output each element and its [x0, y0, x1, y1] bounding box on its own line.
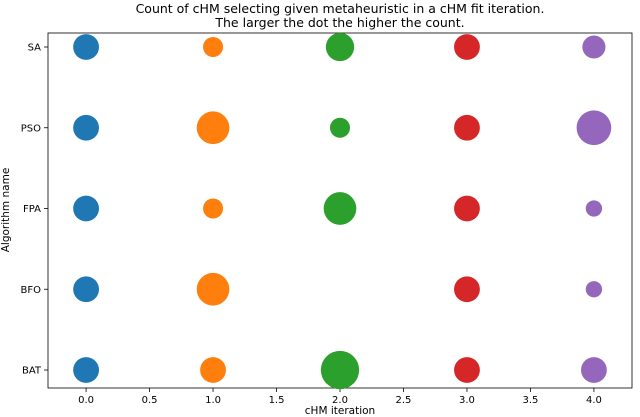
bubble-point: [454, 276, 480, 303]
bubble-point: [454, 34, 480, 60]
bubble-point: [585, 200, 603, 217]
bubble-point: [323, 192, 357, 225]
bubble-point: [196, 272, 230, 306]
bubble-point: [73, 276, 99, 303]
data-points: [73, 32, 612, 390]
x-axis: 0.0 0.5 1.0 1.5 2.0 2.5 3.0 3.5 4.0: [78, 388, 602, 406]
x-tick-label: 1.5: [269, 395, 285, 406]
x-axis-label: cHM iteration: [305, 405, 375, 417]
bubble-point: [454, 357, 480, 383]
x-tick-label: 4.0: [586, 395, 602, 406]
bubble-point: [320, 350, 360, 390]
bubble-point: [581, 357, 607, 383]
x-tick-label: 3.5: [522, 395, 538, 406]
y-tick-label-bfo: BFO: [21, 285, 42, 296]
bubble-point: [200, 357, 226, 383]
bubble-point: [576, 110, 612, 146]
x-tick-label: 0.0: [78, 395, 94, 406]
y-tick-label-sa: SA: [28, 43, 42, 54]
y-axis: BAT BFO FPA PSO SA: [21, 43, 48, 377]
x-tick-label: 3.0: [459, 395, 475, 406]
y-tick-label-bat: BAT: [22, 366, 42, 377]
plot-area: 0.0 0.5 1.0 1.5 2.0 2.5 3.0 3.5 4.0 BAT BFO FPA PSO…: [21, 32, 633, 406]
bubble-point: [203, 37, 224, 57]
bubble-point: [73, 34, 99, 60]
bubble-point: [585, 281, 603, 298]
bubble-point: [454, 114, 480, 141]
bubble-point: [582, 35, 606, 59]
bubble-point: [203, 198, 224, 219]
bubble-point: [73, 195, 99, 222]
x-tick-label: 2.0: [332, 395, 348, 406]
chart-title-line-1: Count of cHM selecting given metaheurist…: [136, 1, 545, 16]
x-tick-label: 0.5: [142, 395, 158, 406]
y-axis-label: Algorithm name: [0, 168, 12, 253]
x-tick-label: 2.5: [396, 395, 412, 406]
chart-title-line-2: The larger the dot the higher the count.: [214, 15, 464, 30]
bubble-point: [325, 32, 355, 62]
y-tick-label-pso: PSO: [21, 123, 41, 134]
bubble-point: [454, 195, 480, 222]
bubble-point: [73, 357, 99, 383]
bubble-point: [330, 117, 350, 138]
x-tick-label: 1.0: [205, 395, 221, 406]
bubble-point: [196, 111, 230, 145]
y-tick-label-fpa: FPA: [23, 204, 41, 215]
bubble-point: [73, 114, 99, 141]
